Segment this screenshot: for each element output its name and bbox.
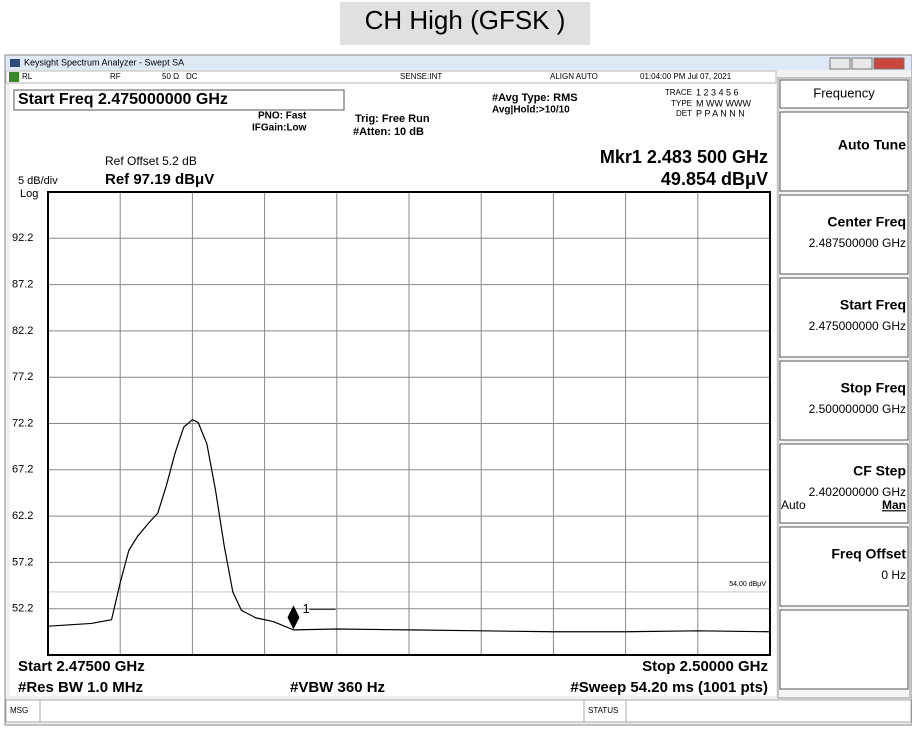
trig: Trig: Free Run bbox=[355, 113, 430, 125]
rbw: #Res BW 1.0 MHz bbox=[18, 679, 143, 696]
window-title: Keysight Spectrum Analyzer - Swept SA bbox=[24, 57, 184, 67]
marker-label: 1 bbox=[302, 601, 309, 616]
marker-value: 49.854 dBμV bbox=[661, 169, 768, 189]
close-button[interactable] bbox=[873, 57, 905, 70]
y-tick-label: 92.2 bbox=[12, 232, 33, 244]
active-function: Start Freq 2.475000000 GHz bbox=[18, 91, 228, 108]
softkey-value: 2.487500000 GHz bbox=[809, 236, 906, 250]
softkey-value: 2.402000000 GHz bbox=[809, 485, 906, 499]
status-label: STATUS bbox=[588, 706, 618, 715]
if-gain: IFGain:Low bbox=[252, 123, 307, 134]
trace-row-label: DET bbox=[676, 109, 692, 118]
y-tick-label: 77.2 bbox=[12, 371, 33, 383]
trace-row-value: 1 2 3 4 5 6 bbox=[696, 87, 739, 97]
stop-freq: Stop 2.50000 GHz bbox=[642, 658, 768, 675]
status-item: 50 Ω bbox=[162, 72, 179, 81]
trace-row-label: TRACE bbox=[665, 88, 692, 97]
softkey[interactable] bbox=[779, 609, 909, 690]
active-function-box bbox=[13, 89, 345, 111]
softkey-label: Auto Tune bbox=[838, 137, 906, 153]
status-item: 01:04:00 PM Jul 07, 2021 bbox=[640, 72, 732, 81]
softkey[interactable] bbox=[779, 526, 909, 607]
plot-border bbox=[47, 191, 771, 656]
softkey[interactable] bbox=[779, 360, 909, 441]
menu-title: Frequency bbox=[813, 85, 875, 100]
pno: PNO: Fast bbox=[258, 111, 307, 122]
avg-hold: Avg|Hold:>10/10 bbox=[492, 105, 570, 116]
trace bbox=[47, 418, 771, 633]
y-tick-label: 82.2 bbox=[12, 325, 33, 337]
softkey-option: Auto bbox=[781, 498, 806, 512]
scale-type: Log bbox=[20, 188, 38, 200]
page-title: CH High (GFSK ) bbox=[365, 5, 566, 35]
status-item: RL bbox=[22, 72, 33, 81]
status-msg: MSG bbox=[10, 706, 28, 715]
status-item: DC bbox=[186, 72, 198, 81]
title-box bbox=[340, 2, 590, 45]
y-tick-label: 72.2 bbox=[12, 417, 33, 429]
window-titlebar bbox=[6, 56, 911, 70]
softkey-option: Man bbox=[882, 498, 906, 512]
avg-type: #Avg Type: RMS bbox=[492, 92, 578, 104]
status-item: SENSE:INT bbox=[400, 72, 442, 81]
softkey[interactable] bbox=[779, 443, 909, 524]
y-tick-label: 87.2 bbox=[12, 279, 33, 291]
app-icon bbox=[10, 59, 20, 67]
softkey-label: Stop Freq bbox=[841, 380, 906, 396]
softkey-label: Freq Offset bbox=[831, 546, 906, 562]
y-tick-label: 62.2 bbox=[12, 510, 33, 522]
softkey-value: 2.500000000 GHz bbox=[809, 402, 906, 416]
status-item: RF bbox=[110, 72, 121, 81]
status-item: ALIGN AUTO bbox=[550, 72, 598, 81]
ref-offset: Ref Offset 5.2 dB bbox=[105, 154, 197, 168]
y-tick-label: 52.2 bbox=[12, 603, 33, 615]
marker-readout: Mkr1 2.483 500 GHz bbox=[600, 147, 768, 167]
display-line-label: 54.00 dBμV bbox=[729, 581, 766, 588]
status-bar bbox=[5, 699, 912, 723]
softkey[interactable] bbox=[779, 111, 909, 192]
softkey[interactable] bbox=[779, 194, 909, 275]
menu-title-box bbox=[779, 79, 909, 109]
softkey-value: 0 Hz bbox=[881, 568, 906, 582]
start-freq: Start 2.47500 GHz bbox=[18, 658, 145, 675]
softkey-value: 2.475000000 GHz bbox=[809, 319, 906, 333]
scale: 5 dB/div bbox=[18, 175, 58, 187]
lxi-icon bbox=[9, 72, 19, 82]
softkey-label: Start Freq bbox=[840, 297, 906, 313]
trace-row-value: M WW WWW bbox=[696, 98, 751, 108]
softkey[interactable] bbox=[779, 277, 909, 358]
maximize-button[interactable] bbox=[851, 57, 873, 70]
softkey-label: CF Step bbox=[853, 463, 906, 479]
marker bbox=[287, 605, 300, 630]
status-line bbox=[5, 70, 777, 84]
ref-level: Ref 97.19 dBμV bbox=[105, 171, 214, 188]
sweep: #Sweep 54.20 ms (1001 pts) bbox=[570, 679, 768, 696]
y-tick-label: 67.2 bbox=[12, 464, 33, 476]
trace-row-value: P P A N N N bbox=[696, 108, 745, 118]
atten: #Atten: 10 dB bbox=[353, 126, 424, 138]
minimize-button[interactable] bbox=[829, 57, 851, 70]
vbw: #VBW 360 Hz bbox=[290, 679, 385, 696]
y-tick-label: 57.2 bbox=[12, 556, 33, 568]
softkey-label: Center Freq bbox=[827, 214, 906, 230]
trace-row-label: TYPE bbox=[671, 99, 692, 108]
